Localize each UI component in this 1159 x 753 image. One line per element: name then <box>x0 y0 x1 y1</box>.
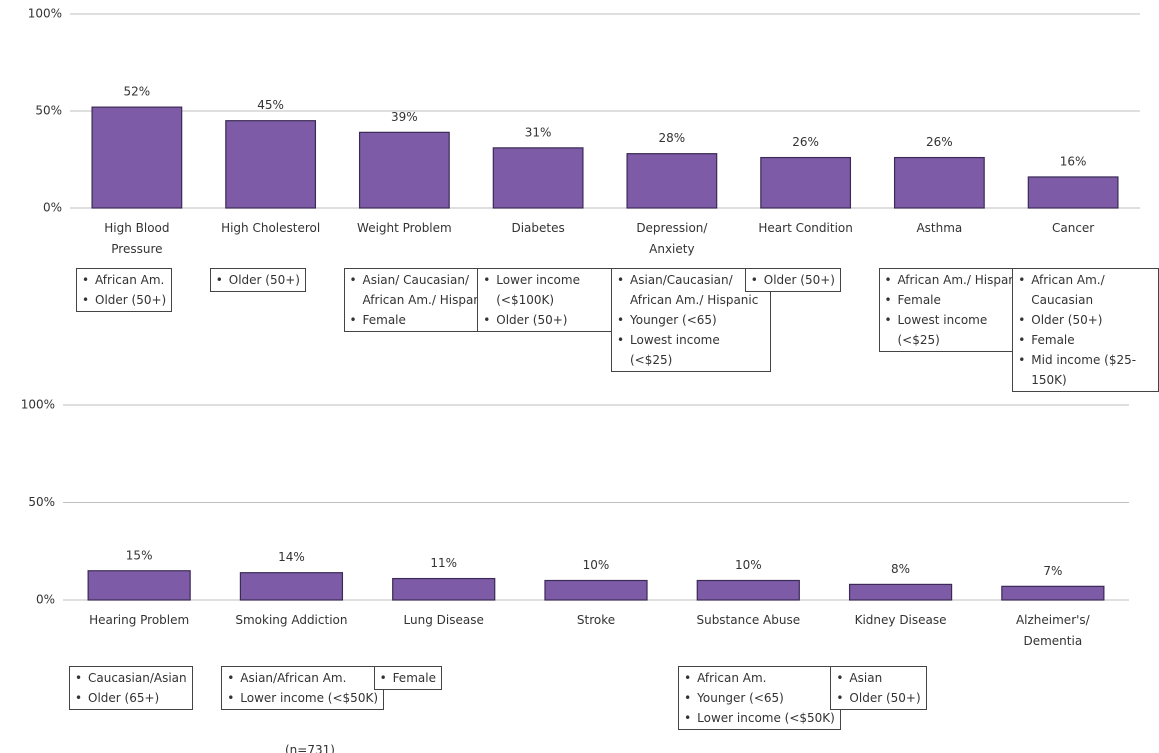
x-tick-label: Weight Problem <box>357 221 452 235</box>
value-label: 15% <box>126 548 153 562</box>
y-tick-label: 0% <box>36 593 55 607</box>
annotation-item: Caucasian/Asian <box>75 668 187 688</box>
annotation-box: AsianOlder (50+) <box>830 666 927 710</box>
bar <box>392 577 496 601</box>
annotation-item: Older (50+) <box>1018 310 1153 330</box>
annotation-box: African Am./ CaucasianOlder (50+)FemaleM… <box>1012 268 1159 392</box>
x-tick-label: Stroke <box>576 613 616 627</box>
annotation-item: Older (50+) <box>483 310 631 330</box>
annotation-box: Lower income (<$100K)Older (50+) <box>477 268 637 332</box>
y-tick-label: 50% <box>35 104 62 118</box>
annotation-item: African Am./ Caucasian <box>1018 270 1153 310</box>
bar <box>239 572 344 601</box>
value-label: 11% <box>430 556 457 570</box>
bar <box>492 147 584 209</box>
annotation-item: Older (65+) <box>75 688 187 708</box>
annotation-item: Younger (<65) <box>684 688 835 708</box>
y-tick-label: 100% <box>28 7 62 21</box>
annotation-item: Older (50+) <box>82 290 166 310</box>
annotation-box: Older (50+) <box>744 268 841 292</box>
annotation-box: African Am.Older (50+) <box>76 268 173 312</box>
annotation-item: Female <box>885 290 1033 310</box>
bar <box>848 583 953 601</box>
annotation-item: Lower income (<$100K) <box>483 270 631 310</box>
annotation-item: Lower income (<$50K) <box>227 688 378 708</box>
bar <box>1027 176 1119 209</box>
value-label: 26% <box>792 135 819 149</box>
bar <box>91 106 183 209</box>
annotation-item: Female <box>1018 330 1153 350</box>
x-tick-label: Smoking Addiction <box>235 613 348 627</box>
annotation-box: Asian/Caucasian/ African Am./ HispanicYo… <box>611 268 771 372</box>
x-tick-label: Asthma <box>916 221 963 235</box>
bar <box>544 579 648 601</box>
annotation-box: Female <box>373 666 442 690</box>
annotation-item: African Am. <box>684 668 835 688</box>
value-label: 39% <box>391 110 418 124</box>
x-tick-label: Heart Condition <box>758 221 853 235</box>
annotation-box: African Am.Younger (<65)Lower income (<$… <box>678 666 841 730</box>
annotation-item: Lowest income (<$25) <box>885 310 1033 350</box>
value-label: 26% <box>926 135 953 149</box>
bar <box>696 579 800 601</box>
x-tick-label: Cancer <box>1051 221 1095 235</box>
bar <box>760 156 852 209</box>
value-label: 52% <box>124 85 151 99</box>
x-tick-label: Depression/ Anxiety <box>636 221 708 256</box>
annotation-item: Female <box>350 310 498 330</box>
annotation-box: African Am./ HispanicFemaleLowest income… <box>878 268 1039 352</box>
annotation-item: African Am. <box>82 270 166 290</box>
value-label: 16% <box>1060 154 1087 168</box>
sample-note: (n=731) <box>285 743 335 753</box>
annotation-box: Asian/African Am.Lower income (<$50K) <box>221 666 384 710</box>
x-tick-label: Alzheimer's/ Dementia <box>1015 613 1090 648</box>
bar <box>87 570 191 601</box>
annotation-item: Asian <box>836 668 920 688</box>
annotation-item: Asian/African Am. <box>227 668 378 688</box>
bar <box>893 156 985 209</box>
annotation-item: Older (50+) <box>216 270 300 290</box>
value-label: 8% <box>891 562 910 576</box>
x-tick-label: High Blood Pressure <box>104 221 170 256</box>
annotation-item: Lower income (<$50K) <box>684 708 835 728</box>
annotation-box: Caucasian/AsianOlder (65+) <box>69 666 193 710</box>
bar <box>626 153 718 209</box>
value-label: 28% <box>659 131 686 145</box>
value-label: 45% <box>257 98 284 112</box>
annotation-item: Older (50+) <box>836 688 920 708</box>
annotation-item: Mid income ($25-150K) <box>1018 350 1153 390</box>
value-label: 10% <box>735 558 762 572</box>
annotation-box: Older (50+) <box>209 268 306 292</box>
x-tick-label: Hearing Problem <box>89 613 190 627</box>
bar <box>358 131 450 209</box>
x-tick-label: Lung Disease <box>403 613 484 627</box>
bar <box>225 120 317 209</box>
bar <box>1001 585 1105 601</box>
y-tick-label: 100% <box>21 398 55 412</box>
y-tick-label: 0% <box>43 201 62 215</box>
annotation-item: Asian/ Caucasian/ African Am./ Hispanic <box>350 270 498 310</box>
value-label: 31% <box>525 125 552 139</box>
annotation-box: Asian/ Caucasian/ African Am./ HispanicF… <box>343 268 504 332</box>
annotation-item: African Am./ Hispanic <box>885 270 1033 290</box>
x-tick-label: High Cholesterol <box>221 221 321 235</box>
annotation-item: Asian/Caucasian/ African Am./ Hispanic <box>617 270 765 310</box>
value-label: 10% <box>583 558 610 572</box>
annotation-item: Female <box>380 668 436 688</box>
value-label: 7% <box>1043 564 1062 578</box>
x-tick-label: Diabetes <box>511 221 565 235</box>
annotation-item: Younger (<65) <box>617 310 765 330</box>
y-tick-label: 50% <box>28 495 55 509</box>
value-label: 14% <box>278 550 305 564</box>
annotation-item: Lowest income (<$25) <box>617 330 765 370</box>
x-tick-label: Substance Abuse <box>696 613 801 627</box>
annotation-item: Older (50+) <box>751 270 835 290</box>
x-tick-label: Kidney Disease <box>854 613 947 627</box>
